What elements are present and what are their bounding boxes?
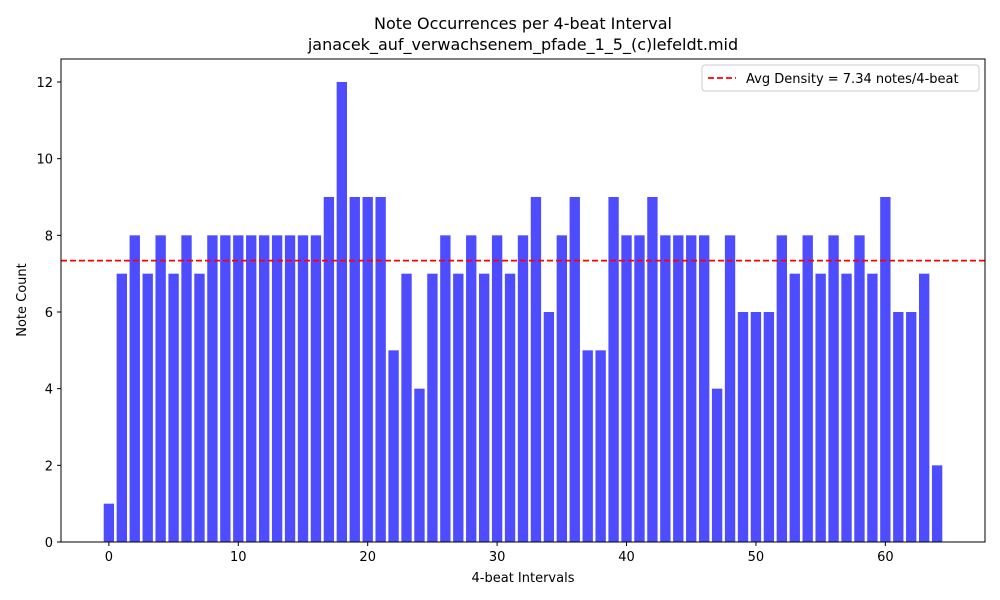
bar (414, 388, 425, 542)
bar (893, 312, 904, 542)
bar (608, 197, 619, 542)
bar (556, 235, 567, 542)
x-tick-label: 30 (489, 550, 506, 565)
x-tick-label: 0 (105, 550, 113, 565)
bar (686, 235, 697, 542)
bar (375, 197, 386, 542)
bar (233, 235, 244, 542)
bar (530, 197, 542, 542)
bars-group (103, 82, 943, 542)
x-axis-ticks: 0 10 20 30 40 50 60 (105, 542, 894, 565)
bar (220, 235, 231, 542)
y-tick-label: 0 (45, 536, 53, 551)
bar (828, 235, 839, 542)
bar (362, 197, 373, 542)
bar (880, 197, 891, 542)
bar (660, 235, 671, 542)
bar (427, 273, 438, 542)
bar (504, 273, 516, 542)
bar (517, 235, 529, 542)
x-tick-label: 50 (748, 550, 765, 565)
bar (621, 235, 632, 542)
legend-box (701, 64, 980, 92)
bar (841, 273, 852, 542)
bar (207, 235, 218, 542)
bar (802, 235, 813, 542)
y-tick-label: 12 (36, 76, 53, 91)
legend: Avg Density = 7.34 notes/4-beat (701, 64, 980, 92)
bar (582, 350, 593, 542)
y-axis-label: Note Count (15, 263, 30, 337)
x-tick-label: 40 (618, 550, 635, 565)
y-tick-label: 6 (45, 306, 53, 321)
bar (388, 350, 399, 542)
bar (763, 312, 775, 542)
bar (103, 503, 115, 542)
bar (246, 235, 257, 542)
bar (491, 235, 503, 542)
x-tick-label: 20 (359, 550, 376, 565)
bar (931, 465, 943, 542)
bar (194, 273, 205, 542)
bar (440, 235, 451, 542)
bar (647, 197, 658, 542)
bar (595, 350, 606, 542)
bar (284, 235, 296, 542)
bar (142, 273, 153, 542)
bar (634, 235, 645, 542)
bar (789, 273, 800, 542)
chart-subtitle: janacek_auf_verwachsenem_pfade_1_5_(c)le… (307, 35, 738, 55)
bar (181, 235, 192, 542)
bar (711, 388, 723, 542)
bar (310, 235, 322, 542)
y-tick-label: 8 (45, 229, 53, 244)
y-tick-label: 2 (45, 459, 53, 474)
bar (919, 273, 930, 542)
bar (854, 235, 865, 542)
bar (129, 235, 140, 542)
bar (168, 273, 179, 542)
y-axis-ticks: 0 2 4 6 8 10 12 (36, 76, 61, 551)
bar (466, 235, 477, 542)
y-tick-label: 4 (45, 383, 53, 398)
bar (336, 82, 347, 542)
bar (815, 273, 826, 542)
bar (750, 312, 762, 542)
bar (867, 273, 878, 542)
bar (569, 197, 580, 542)
bar (724, 235, 736, 542)
bar (155, 235, 166, 542)
bar (323, 197, 335, 542)
bar (699, 235, 710, 542)
legend-label-average: Avg Density = 7.34 notes/4-beat (746, 72, 959, 87)
x-tick-label: 10 (230, 550, 247, 565)
x-axis-label: 4-beat Intervals (472, 571, 575, 586)
bar (349, 197, 360, 542)
bar (906, 312, 917, 542)
bar (776, 235, 787, 542)
bar (297, 235, 309, 542)
bar (116, 273, 127, 542)
chart-title: Note Occurrences per 4-beat Interval (374, 14, 672, 33)
bar (673, 235, 684, 542)
plot-frame (60, 58, 986, 543)
x-tick-label: 60 (877, 550, 894, 565)
bar (737, 312, 749, 542)
bar (271, 235, 283, 542)
bar (401, 273, 412, 542)
bar (453, 273, 464, 542)
bar (543, 312, 555, 542)
bar (259, 235, 270, 542)
bar (479, 273, 490, 542)
y-tick-label: 10 (36, 153, 53, 168)
